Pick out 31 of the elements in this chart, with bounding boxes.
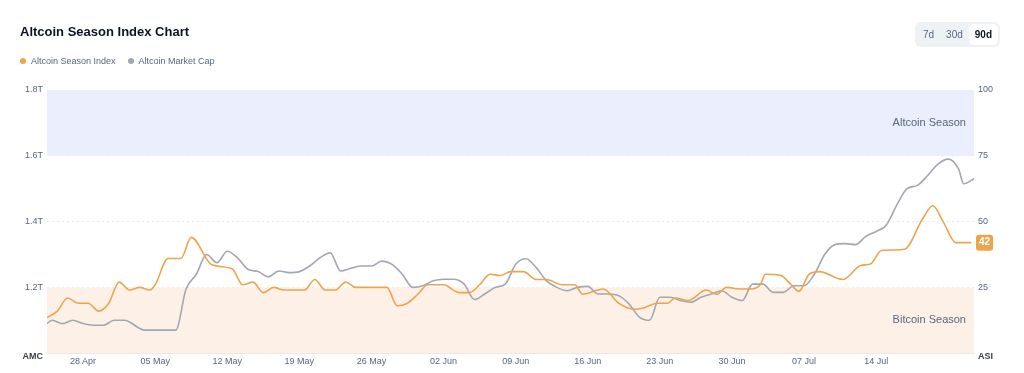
y2-axis-title: ASI	[978, 350, 994, 361]
y2-tick-label: 50	[978, 216, 989, 227]
y-tick-label: 1.8T	[24, 84, 44, 95]
x-tick-label: 02 Jun	[430, 356, 458, 367]
y2-tick-label: 25	[978, 281, 989, 292]
x-tick-label: 09 Jun	[502, 356, 530, 367]
legend-label: Altcoin Season Index	[30, 56, 116, 66]
x-tick-label: 26 May	[356, 356, 387, 367]
x-tick-label: 16 Jun	[574, 356, 602, 367]
data-label: 42	[979, 236, 991, 248]
y-tick-label: 1.6T	[24, 150, 44, 161]
band-label: Bitcoin Season	[892, 313, 966, 326]
x-tick-label: 14 Jul	[864, 356, 889, 367]
y2-tick-label: 75	[978, 150, 989, 161]
chart-title: Altcoin Season Index Chart	[20, 24, 190, 39]
y2-tick-label: 100	[978, 84, 994, 95]
x-tick-label: 05 May	[140, 356, 171, 367]
x-tick-label: 07 Jul	[792, 356, 817, 367]
x-tick-label: 28 Apr	[70, 356, 97, 367]
text: 90d	[968, 24, 998, 45]
text: 30d	[945, 28, 964, 42]
x-tick-label: 23 Jun	[646, 356, 674, 367]
legend-label: Altcoin Market Cap	[137, 56, 215, 66]
x-tick-label: 30 Jun	[718, 356, 746, 367]
y-axis-title: AMC	[22, 350, 44, 361]
x-tick-label: 12 May	[212, 356, 243, 367]
y-tick-label: 1.4T	[24, 216, 44, 227]
x-tick-label: 19 May	[284, 356, 315, 367]
y-tick-label: 1.2T	[24, 281, 44, 292]
text: 7d	[921, 28, 936, 42]
band-label: Altcoin Season	[892, 115, 966, 128]
